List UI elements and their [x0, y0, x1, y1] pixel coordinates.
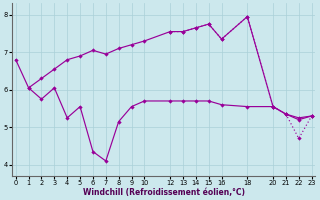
X-axis label: Windchill (Refroidissement éolien,°C): Windchill (Refroidissement éolien,°C)	[83, 188, 245, 197]
